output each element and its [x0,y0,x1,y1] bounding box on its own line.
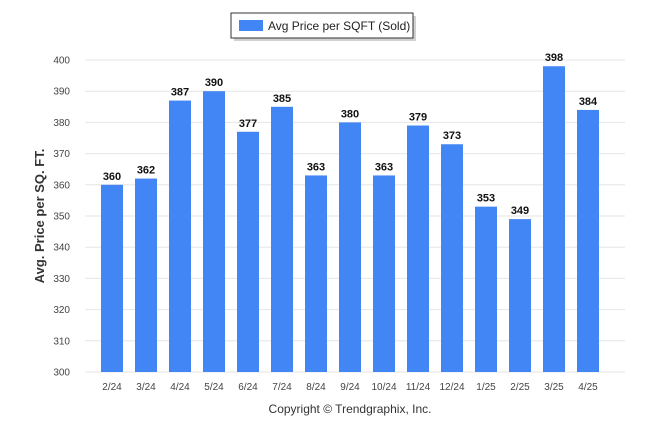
data-label: 380 [341,108,359,120]
legend-swatch [239,20,263,31]
y-axis-tick-labels: 300 310 320 330 340 350 360 370 380 390 400 [53,56,70,379]
data-label: 379 [409,112,427,124]
bar[interactable] [135,178,157,372]
y-tick-label: 310 [53,336,70,347]
x-axis-tick-labels: 2/24 3/24 4/24 5/24 6/24 7/24 8/24 9/24 10/24 11/… [102,382,598,393]
x-tick-label: 2/25 [510,382,530,393]
data-label: 385 [273,93,291,105]
bar[interactable] [441,144,463,372]
x-tick-label: 6/24 [238,382,258,393]
copyright-text: Copyright © Trendgraphix, Inc. [269,402,432,416]
data-label: 390 [205,77,223,89]
y-tick-label: 350 [53,212,70,223]
bar[interactable] [373,175,395,372]
y-tick-label: 360 [53,180,70,191]
x-tick-label: 10/24 [371,382,396,393]
y-tick-label: 380 [53,118,70,129]
data-label: 362 [137,165,155,177]
x-tick-label: 9/24 [340,382,360,393]
bar[interactable] [305,175,327,372]
y-tick-label: 370 [53,149,70,160]
data-label: 377 [239,118,257,130]
bar[interactable] [509,219,531,372]
x-tick-label: 4/25 [578,382,598,393]
bar[interactable] [407,125,429,373]
data-label: 363 [307,161,325,173]
data-label: 353 [477,193,495,205]
x-tick-label: 3/25 [544,382,564,393]
data-labels: 360 362 387 390 377 385 363 380 363 379 373 353 349 3… [103,52,598,217]
y-tick-label: 330 [53,274,70,285]
y-tick-label: 300 [53,368,70,379]
x-tick-label: 5/24 [204,382,224,393]
x-tick-label: 1/25 [476,382,496,393]
data-label: 349 [511,205,529,217]
legend[interactable]: Avg Price per SQFT (Sold) [230,12,416,41]
data-label: 373 [443,130,461,142]
y-tick-label: 390 [53,87,70,98]
x-tick-label: 7/24 [272,382,292,393]
data-label: 384 [579,96,598,108]
x-tick-label: 3/24 [136,382,156,393]
x-tick-label: 2/24 [102,382,122,393]
bar[interactable] [101,184,123,372]
bar[interactable] [577,109,599,373]
bar[interactable] [339,122,361,373]
bar[interactable] [475,206,497,372]
bar[interactable] [237,131,259,372]
bar[interactable] [543,66,565,373]
y-axis-title: Avg. Price per SQ. FT. [32,149,47,284]
y-tick-label: 320 [53,305,70,316]
y-tick-label: 340 [53,243,70,254]
data-label: 360 [103,171,121,183]
bar[interactable] [271,106,293,373]
bar[interactable] [203,91,225,372]
bar[interactable] [169,100,191,372]
y-tick-label: 400 [53,56,70,67]
legend-label: Avg Price per SQFT (Sold) [268,19,410,33]
data-label: 398 [545,52,563,64]
x-tick-label: 12/24 [439,382,464,393]
data-label: 387 [171,87,189,99]
x-tick-label: 4/24 [170,382,190,393]
data-label: 363 [375,161,393,173]
bars [101,66,599,373]
x-tick-label: 11/24 [406,382,431,393]
x-tick-label: 8/24 [306,382,326,393]
